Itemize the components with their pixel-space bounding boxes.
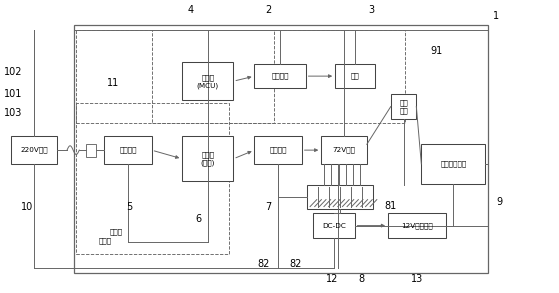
Text: 10: 10 — [21, 202, 34, 212]
Text: 变压器
(合并): 变压器 (合并) — [201, 151, 215, 166]
Text: 72V电池: 72V电池 — [333, 147, 356, 154]
Bar — [307, 185, 373, 209]
Text: 82: 82 — [289, 259, 301, 269]
Text: 三相驱动: 三相驱动 — [271, 73, 289, 79]
Text: 220V电源: 220V电源 — [20, 147, 48, 154]
Text: 13: 13 — [411, 274, 424, 284]
Text: 5: 5 — [126, 202, 132, 212]
Bar — [11, 136, 57, 164]
Bar — [77, 30, 405, 123]
Text: 整流滤波: 整流滤波 — [119, 147, 137, 154]
Text: 充电器: 充电器 — [110, 229, 123, 235]
Text: 102: 102 — [4, 67, 23, 77]
Text: 3: 3 — [368, 5, 375, 15]
Text: 8: 8 — [359, 274, 365, 284]
Text: 7: 7 — [266, 202, 272, 212]
Text: 整流滤波: 整流滤波 — [269, 147, 287, 154]
Bar — [335, 64, 375, 88]
Text: 103: 103 — [4, 108, 23, 118]
Bar — [74, 25, 488, 273]
Bar — [391, 94, 416, 119]
Bar — [151, 30, 274, 123]
Text: 电池管理装置: 电池管理装置 — [440, 161, 466, 167]
Text: 电机: 电机 — [350, 73, 359, 79]
Bar — [105, 136, 151, 164]
Text: 9: 9 — [496, 197, 503, 207]
Bar — [254, 136, 302, 164]
Text: DC-DC: DC-DC — [322, 223, 345, 229]
Text: 11: 11 — [107, 78, 119, 88]
Text: 101: 101 — [4, 89, 23, 99]
Bar — [254, 64, 306, 88]
Bar — [86, 144, 96, 156]
Text: 91: 91 — [430, 46, 443, 56]
Bar — [182, 62, 233, 100]
Bar — [388, 213, 447, 238]
Bar — [313, 213, 354, 238]
Bar — [182, 136, 233, 181]
Text: 2: 2 — [266, 5, 272, 15]
Text: 1: 1 — [494, 11, 500, 21]
Text: 采样
装置: 采样 装置 — [399, 99, 408, 114]
Text: 82: 82 — [258, 259, 270, 269]
Text: 81: 81 — [385, 201, 397, 211]
Bar — [77, 103, 229, 254]
Text: 充电器: 充电器 — [99, 237, 112, 244]
Text: 6: 6 — [196, 214, 202, 224]
Text: 4: 4 — [187, 5, 193, 15]
Text: 12: 12 — [326, 274, 339, 284]
Bar — [321, 136, 367, 164]
Text: 单片机
(MCU): 单片机 (MCU) — [197, 74, 219, 88]
Bar — [421, 144, 485, 184]
Text: 12V车载电池: 12V车载电池 — [401, 222, 433, 229]
